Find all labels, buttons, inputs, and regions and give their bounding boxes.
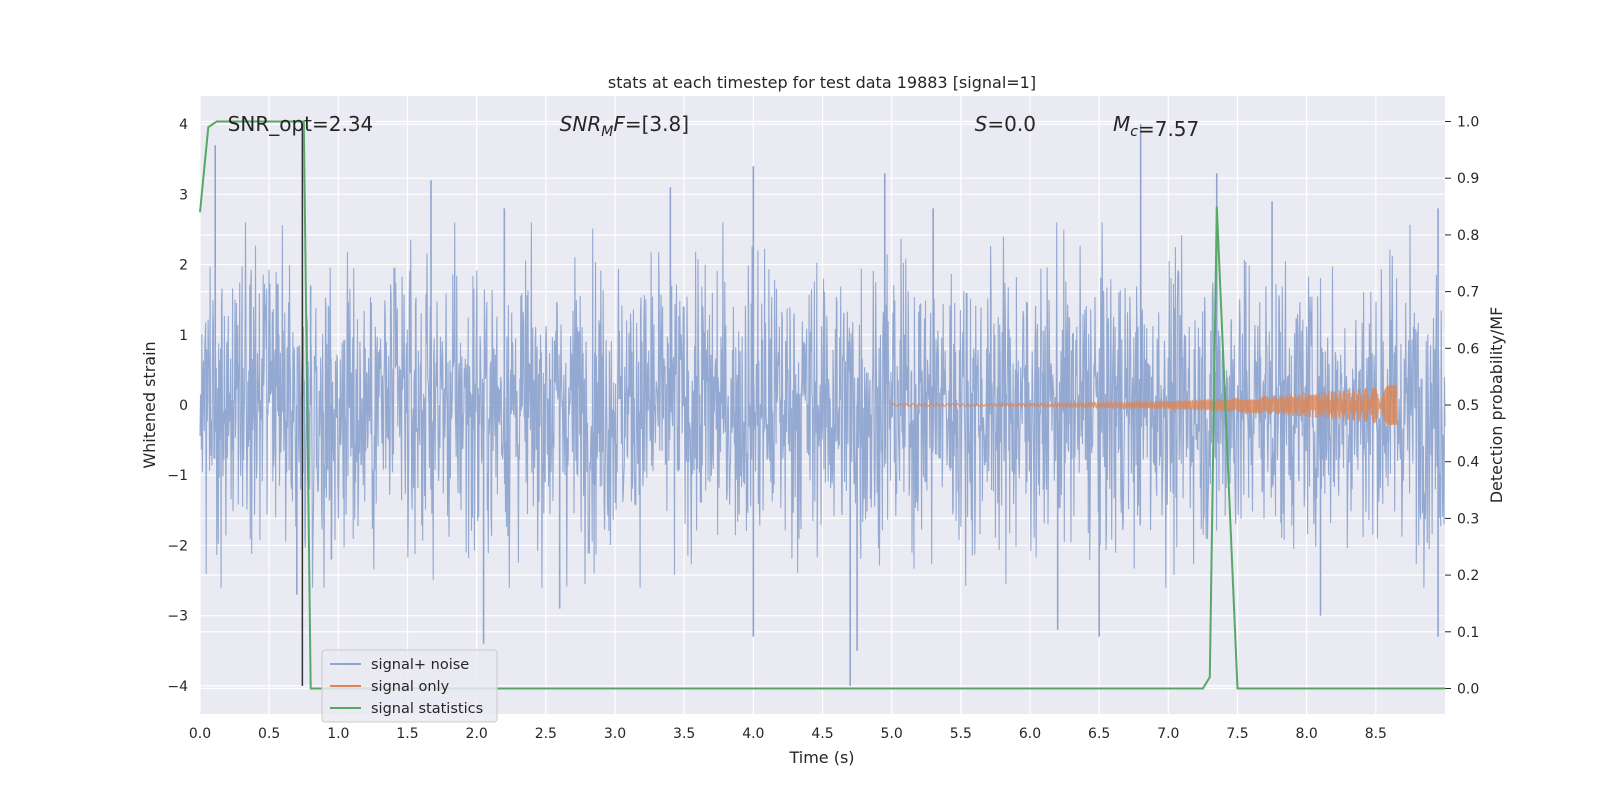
- x-tick-label-5: 2.5: [535, 726, 557, 742]
- x-tick-label-11: 5.5: [950, 726, 972, 742]
- x-tick-label-3: 1.5: [396, 726, 418, 742]
- chirp-trace: [891, 384, 1398, 426]
- x-tick-label-4: 2.0: [466, 726, 488, 742]
- series-signal-noise: [199, 124, 1446, 686]
- y-axis-left-label: Whitened strain: [140, 341, 159, 468]
- series-signal-only: [891, 384, 1398, 426]
- x-tick-label-10: 5.0: [881, 726, 903, 742]
- y-right-tick-label-4: 0.4: [1457, 455, 1479, 471]
- legend-label-signal-noise: signal+ noise: [371, 657, 469, 673]
- y-right-tick-label-7: 0.7: [1457, 285, 1479, 301]
- x-tick-label-17: 8.5: [1365, 726, 1387, 742]
- y-right-tick-label-6: 0.6: [1457, 341, 1479, 357]
- annotation-2: S=0.0: [975, 112, 1036, 136]
- noise-trace: [199, 222, 1446, 588]
- y-left-tick-label-3: −1: [167, 468, 188, 484]
- y-left-tick-label-1: −3: [167, 609, 188, 625]
- y-left-tick-label-2: −2: [167, 538, 188, 554]
- x-tick-label-0: 0.0: [189, 726, 211, 742]
- y-axis-right-label: Detection probability/MF: [1487, 307, 1506, 504]
- annotations: SNR_opt=2.34 SNRMF=[3.8] S=0.0 Mc=7.57: [228, 112, 1200, 141]
- legend-label-signal-only: signal only: [371, 679, 450, 695]
- y-right-tick-label-2: 0.2: [1457, 568, 1479, 584]
- annotation-3: Mc=7.57: [1113, 112, 1199, 141]
- y-left-tick-label-0: −4: [167, 679, 188, 695]
- x-tick-label-15: 7.5: [1226, 726, 1248, 742]
- y-right-tick-label-10: 1.0: [1457, 115, 1479, 131]
- x-tick-label-6: 3.0: [604, 726, 626, 742]
- y-right-tick-label-3: 0.3: [1457, 511, 1479, 527]
- y-left-tick-label-6: 2: [179, 258, 188, 274]
- y-right-tick-label-0: 0.0: [1457, 681, 1479, 697]
- x-tick-label-9: 4.5: [811, 726, 833, 742]
- x-tick-label-2: 1.0: [327, 726, 349, 742]
- statistics-line: [199, 120, 1445, 690]
- y-right-tick-label-1: 0.1: [1457, 625, 1479, 641]
- x-tick-label-14: 7.0: [1157, 726, 1179, 742]
- y-axis-right-ticks: 0.0 0.1 0.2 0.3 0.4 0.5 0.6 0.7 0.8 0.9 1.0: [1445, 115, 1479, 697]
- annotation-1: SNRMF=[3.8]: [560, 112, 689, 140]
- y-left-tick-label-7: 3: [179, 187, 188, 203]
- x-axis-ticks: 0.0 0.5 1.0 1.5 2.0 2.5 3.0 3.5 4.0 4.5 5.0 5.5 6.0 6…: [189, 726, 1387, 742]
- y-right-tick-label-8: 0.8: [1457, 228, 1479, 244]
- x-axis-label: Time (s): [788, 748, 854, 767]
- x-tick-label-12: 6.0: [1019, 726, 1041, 742]
- x-tick-label-1: 0.5: [258, 726, 280, 742]
- x-tick-label-13: 6.5: [1088, 726, 1110, 742]
- chart-title: stats at each timestep for test data 198…: [608, 73, 1036, 92]
- y-left-tick-label-8: 4: [179, 117, 188, 133]
- legend-label-signal-statistics: signal statistics: [371, 701, 483, 717]
- annotation-0: SNR_opt=2.34: [228, 112, 374, 136]
- y-axis-left-ticks: −4 −3 −2 −1 0 1 2 3 4: [167, 117, 188, 695]
- series-signal-statistics: [199, 120, 1445, 690]
- x-tick-label-7: 3.5: [673, 726, 695, 742]
- legend: signal+ noise signal only signal statist…: [321, 649, 498, 723]
- x-tick-label-16: 8.0: [1296, 726, 1318, 742]
- y-right-tick-label-9: 0.9: [1457, 171, 1479, 187]
- y-left-tick-label-5: 1: [179, 328, 188, 344]
- y-left-tick-label-4: 0: [179, 398, 188, 414]
- x-tick-label-8: 4.0: [742, 726, 764, 742]
- legend-box: [321, 649, 498, 723]
- y-right-tick-label-5: 0.5: [1457, 398, 1479, 414]
